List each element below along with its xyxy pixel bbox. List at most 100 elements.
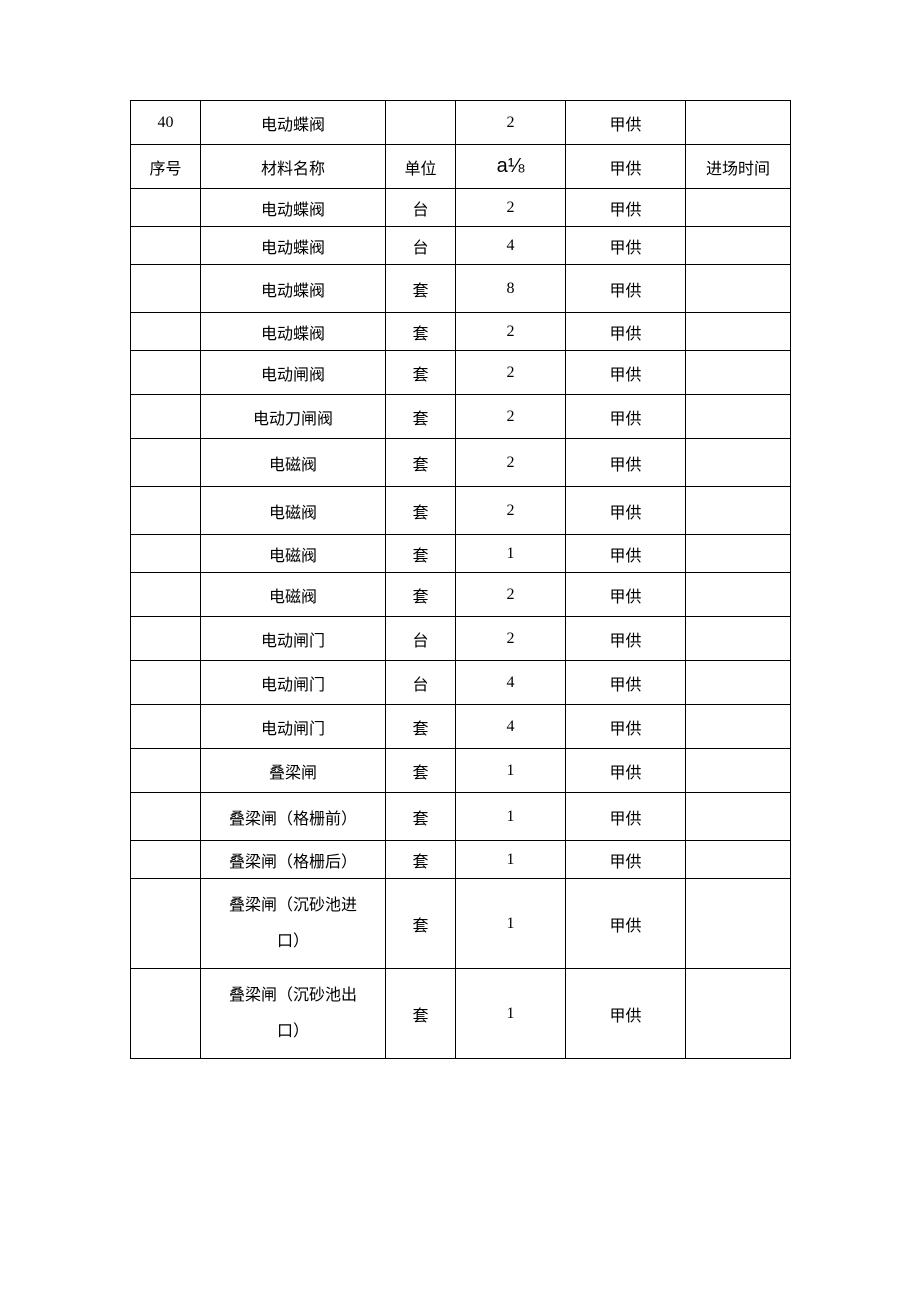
table-row: 电动蝶阀套2甲供 xyxy=(131,313,791,351)
materials-table-container: 40电动蝶阀2甲供序号材料名称单位a⅛甲供进场时间电动蝶阀台2甲供电动蝶阀台4甲… xyxy=(130,100,790,1059)
table-cell: 8 xyxy=(456,265,566,313)
table-cell: 台 xyxy=(386,661,456,705)
table-cell: 2 xyxy=(456,487,566,535)
table-cell xyxy=(686,879,791,969)
table-cell: 电动闸门 xyxy=(201,705,386,749)
table-cell: 电磁阀 xyxy=(201,573,386,617)
table-cell: 单位 xyxy=(386,145,456,189)
table-cell: 叠梁闸 xyxy=(201,749,386,793)
table-cell: 台 xyxy=(386,227,456,265)
table-row: 电动刀闸阀套2甲供 xyxy=(131,395,791,439)
table-row: 电动蝶阀套8甲供 xyxy=(131,265,791,313)
table-cell: 甲供 xyxy=(566,265,686,313)
table-cell: 2 xyxy=(456,439,566,487)
table-cell: 套 xyxy=(386,793,456,841)
table-cell: 40 xyxy=(131,101,201,145)
table-row: 电磁阀套2甲供 xyxy=(131,439,791,487)
table-cell xyxy=(686,395,791,439)
table-cell xyxy=(131,573,201,617)
table-cell: 甲供 xyxy=(566,661,686,705)
table-cell: 套 xyxy=(386,439,456,487)
table-row: 电动闸阀套2甲供 xyxy=(131,351,791,395)
cell-line: 叠梁闸（沉砂池出 xyxy=(201,978,385,1013)
table-cell: 电磁阀 xyxy=(201,535,386,573)
table-cell: 甲供 xyxy=(566,395,686,439)
table-cell: 台 xyxy=(386,189,456,227)
table-row: 序号材料名称单位a⅛甲供进场时间 xyxy=(131,145,791,189)
materials-table: 40电动蝶阀2甲供序号材料名称单位a⅛甲供进场时间电动蝶阀台2甲供电动蝶阀台4甲… xyxy=(130,100,791,1059)
table-cell: 甲供 xyxy=(566,535,686,573)
table-cell: 4 xyxy=(456,227,566,265)
table-row: 叠梁闸（沉砂池出口）套1甲供 xyxy=(131,969,791,1059)
table-cell xyxy=(131,487,201,535)
table-cell xyxy=(131,313,201,351)
table-cell: 电动蝶阀 xyxy=(201,101,386,145)
table-cell: 2 xyxy=(456,573,566,617)
table-row: 电动闸门台4甲供 xyxy=(131,661,791,705)
table-cell xyxy=(686,439,791,487)
table-cell xyxy=(131,661,201,705)
table-cell: 甲供 xyxy=(566,189,686,227)
table-cell xyxy=(131,395,201,439)
table-cell: 1 xyxy=(456,879,566,969)
table-cell: 甲供 xyxy=(566,969,686,1059)
table-cell: 甲供 xyxy=(566,841,686,879)
table-cell: 甲供 xyxy=(566,749,686,793)
table-cell: 套 xyxy=(386,969,456,1059)
table-cell: 电动蝶阀 xyxy=(201,227,386,265)
table-cell: 套 xyxy=(386,313,456,351)
table-cell: 电磁阀 xyxy=(201,439,386,487)
table-cell: 电动蝶阀 xyxy=(201,189,386,227)
table-row: 电动蝶阀台2甲供 xyxy=(131,189,791,227)
table-row: 电动蝶阀台4甲供 xyxy=(131,227,791,265)
table-cell: 2 xyxy=(456,189,566,227)
table-cell: 甲供 xyxy=(566,351,686,395)
table-cell xyxy=(686,351,791,395)
table-cell xyxy=(131,265,201,313)
table-cell: 甲供 xyxy=(566,439,686,487)
table-row: 电磁阀套2甲供 xyxy=(131,573,791,617)
table-cell: 1 xyxy=(456,841,566,879)
table-cell: 套 xyxy=(386,879,456,969)
table-cell: 电动蝶阀 xyxy=(201,265,386,313)
table-cell xyxy=(386,101,456,145)
table-cell xyxy=(131,189,201,227)
table-cell xyxy=(131,841,201,879)
table-cell xyxy=(686,313,791,351)
table-cell xyxy=(131,351,201,395)
table-cell: 1 xyxy=(456,793,566,841)
table-cell: 4 xyxy=(456,705,566,749)
table-cell: 套 xyxy=(386,395,456,439)
table-cell: 电动闸阀 xyxy=(201,351,386,395)
table-cell: 甲供 xyxy=(566,487,686,535)
table-cell: 1 xyxy=(456,969,566,1059)
table-cell: 叠梁闸（沉砂池进口） xyxy=(201,879,386,969)
table-cell xyxy=(131,535,201,573)
table-cell: 套 xyxy=(386,351,456,395)
table-cell xyxy=(686,265,791,313)
table-cell: 甲供 xyxy=(566,705,686,749)
cell-line: 口） xyxy=(201,924,385,959)
table-cell xyxy=(131,749,201,793)
table-cell: 进场时间 xyxy=(686,145,791,189)
table-cell: 甲供 xyxy=(566,227,686,265)
table-row: 电动闸门台2甲供 xyxy=(131,617,791,661)
table-cell: 电动蝶阀 xyxy=(201,313,386,351)
table-cell xyxy=(131,617,201,661)
table-cell: 套 xyxy=(386,573,456,617)
table-cell xyxy=(131,439,201,487)
table-cell: 2 xyxy=(456,395,566,439)
table-cell: 甲供 xyxy=(566,793,686,841)
table-cell: 套 xyxy=(386,535,456,573)
table-row: 40电动蝶阀2甲供 xyxy=(131,101,791,145)
table-cell: 甲供 xyxy=(566,313,686,351)
table-cell xyxy=(686,749,791,793)
table-cell xyxy=(686,617,791,661)
table-cell: 2 xyxy=(456,101,566,145)
table-cell: 甲供 xyxy=(566,573,686,617)
table-row: 叠梁闸（格栅前）套1甲供 xyxy=(131,793,791,841)
cell-line: 口） xyxy=(201,1014,385,1049)
table-cell: 1 xyxy=(456,535,566,573)
table-cell xyxy=(686,793,791,841)
table-cell xyxy=(686,227,791,265)
